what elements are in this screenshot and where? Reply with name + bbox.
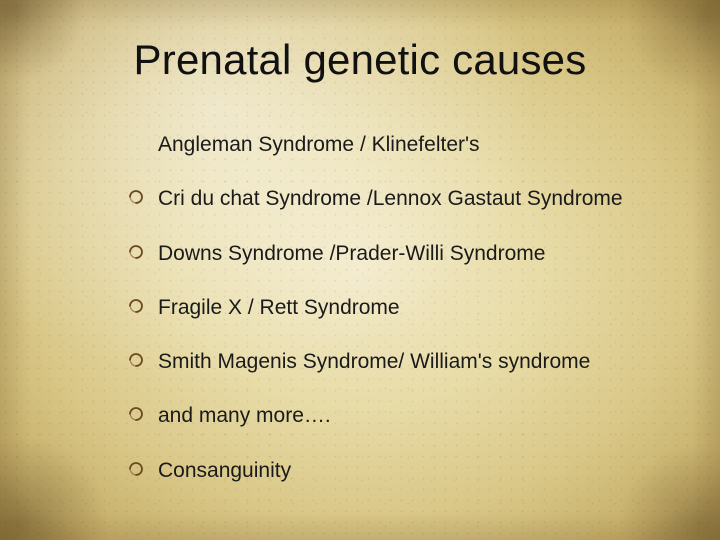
- list-item: Consanguinity: [128, 458, 660, 484]
- swirl-bullet-icon: [128, 244, 144, 260]
- list-item-text: Cri du chat Syndrome /Lennox Gastaut Syn…: [158, 186, 660, 212]
- list-item-text: and many more….: [158, 403, 660, 429]
- list-item: Cri du chat Syndrome /Lennox Gastaut Syn…: [128, 186, 660, 212]
- list-item: Downs Syndrome /Prader-Willi Syndrome: [128, 241, 660, 267]
- swirl-bullet-icon: [128, 406, 144, 422]
- list-item: and many more….: [128, 403, 660, 429]
- slide-body: Angleman Syndrome / Klinefelter's Cri du …: [128, 132, 660, 512]
- swirl-bullet-icon: [128, 352, 144, 368]
- list-item: Smith Magenis Syndrome/ William's syndro…: [128, 349, 660, 375]
- list-item: Angleman Syndrome / Klinefelter's: [128, 132, 660, 158]
- list-item-text: Fragile X / Rett Syndrome: [158, 295, 660, 321]
- list-item-text: Smith Magenis Syndrome/ William's syndro…: [158, 349, 660, 375]
- list-item-text: Consanguinity: [158, 458, 660, 484]
- list-item: Fragile X / Rett Syndrome: [128, 295, 660, 321]
- list-item-text: Downs Syndrome /Prader-Willi Syndrome: [158, 241, 660, 267]
- swirl-bullet-icon: [128, 189, 144, 205]
- swirl-bullet-icon: [128, 461, 144, 477]
- list-item-text: Angleman Syndrome / Klinefelter's: [158, 132, 660, 158]
- slide-title: Prenatal genetic causes: [0, 36, 720, 84]
- swirl-bullet-icon: [128, 298, 144, 314]
- slide: Prenatal genetic causes Angleman Syndrom…: [0, 0, 720, 540]
